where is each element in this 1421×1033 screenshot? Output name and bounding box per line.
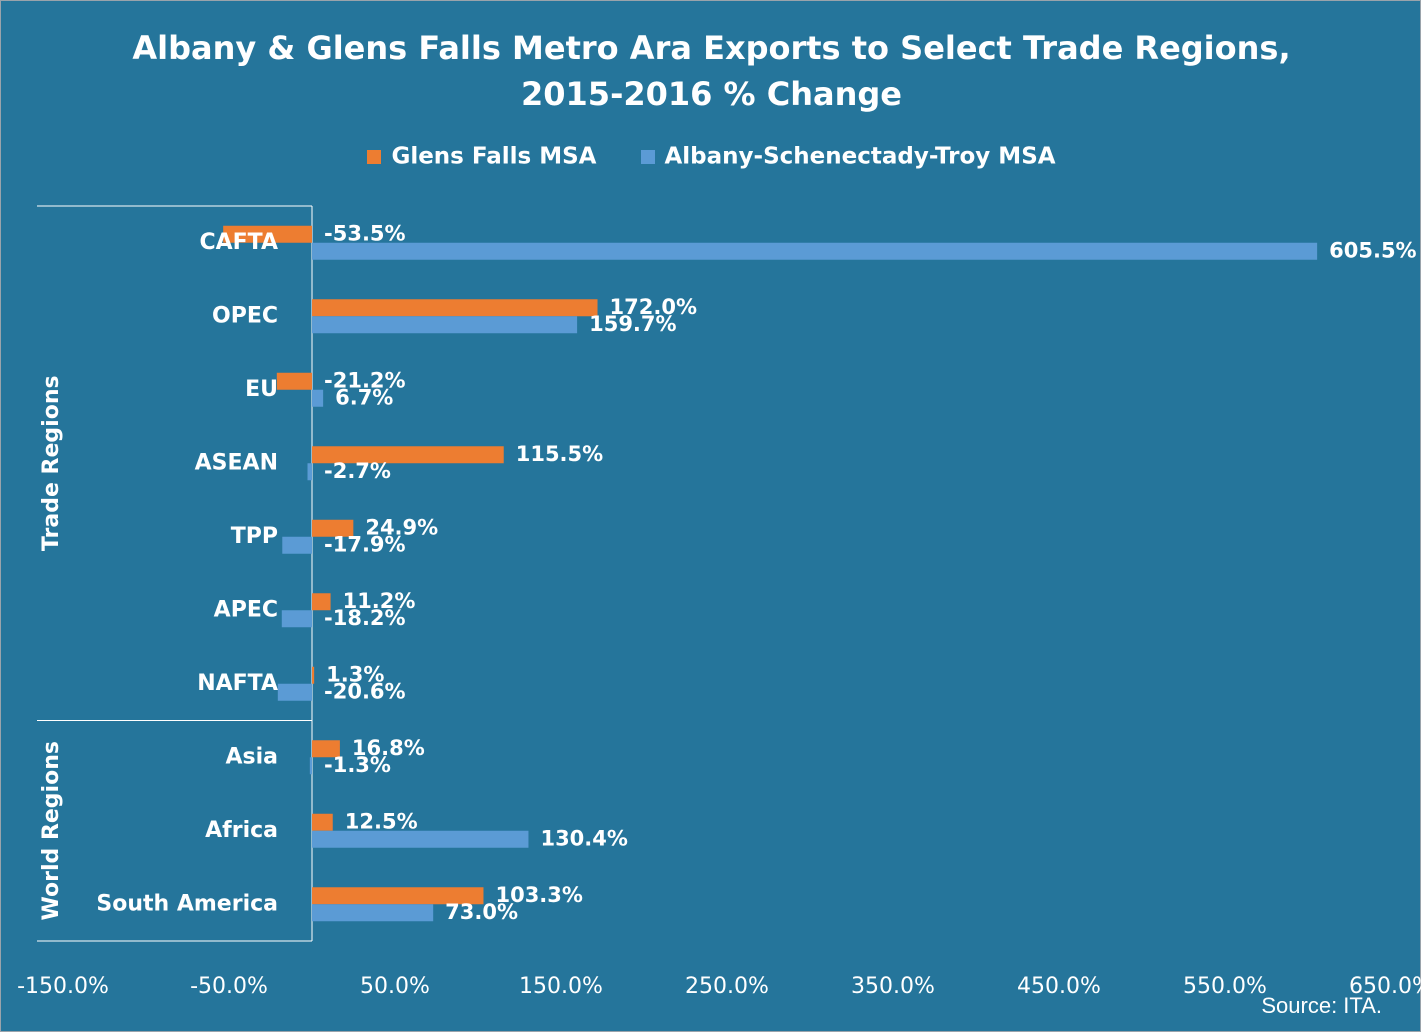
data-label-glens-falls-asia: 16.8% (352, 736, 425, 760)
x-tick-label: 450.0% (1017, 974, 1101, 999)
data-labels-layer: -53.5% 605.5% 172.0%159.7% -21.2%6.7% 115.5%… (324, 221, 1417, 924)
bar-glens-falls-eu (276, 372, 312, 390)
category-label-south-america: South America (96, 891, 278, 916)
legend-label-glens-falls: Glens Falls MSA (391, 143, 597, 170)
legend-entry-glens-falls: Glens Falls MSA (367, 143, 596, 170)
data-label-albany-africa: 130.4% (540, 826, 627, 850)
x-tick-label: 150.0% (519, 974, 603, 999)
bar-albany-south-america (312, 904, 434, 922)
data-label-glens-falls-tpp: 24.9% (365, 515, 438, 539)
group-label-world-regions: World Regions (39, 741, 64, 920)
data-label-albany-asia: -1.3% (324, 753, 391, 777)
bar-albany-asia (309, 757, 312, 775)
bar-glens-falls-africa (312, 813, 333, 831)
category-label-nafta: NAFTA (197, 671, 278, 696)
data-label-glens-falls-cafta: -53.5% (324, 221, 406, 245)
group-labels-layer: Trade Regions World Regions (39, 375, 64, 920)
x-tick-label: 550.0% (1183, 974, 1267, 999)
data-label-albany-tpp: -17.9% (324, 532, 406, 556)
data-label-albany-opec: 159.7% (589, 312, 676, 336)
category-label-asia: Asia (225, 744, 278, 769)
bar-albany-asean (307, 463, 312, 481)
x-axis: -150.0% -50.0% 50.0% 150.0% 250.0% 350.0% 450.… (17, 974, 1421, 999)
data-label-albany-south-america: 73.0% (445, 900, 518, 924)
data-label-glens-falls-africa: 12.5% (345, 809, 418, 833)
data-label-glens-falls-eu: -21.2% (324, 368, 406, 392)
chart-title: Albany & Glens Falls Metro Ara Exports t… (1, 25, 1421, 117)
bar-glens-falls-tpp (312, 519, 354, 537)
bar-glens-falls-cafta (223, 225, 312, 243)
data-label-albany-asean: -2.7% (324, 459, 391, 483)
data-label-albany-apec: -18.2% (324, 606, 406, 630)
bar-albany-tpp (282, 536, 312, 554)
bar-albany-apec (281, 610, 312, 628)
category-label-asean: ASEAN (195, 450, 278, 475)
legend-entry-albany: Albany-Schenectady-Troy MSA (640, 143, 1056, 170)
data-label-glens-falls-opec: 172.0% (610, 295, 697, 319)
group-label-trade-regions: Trade Regions (39, 375, 64, 551)
bar-glens-falls-asean (312, 446, 504, 464)
bar-glens-falls-nafta (312, 666, 315, 684)
data-label-albany-cafta: 605.5% (1329, 238, 1416, 262)
chart-title-line-1: Albany & Glens Falls Metro Ara Exports t… (132, 29, 1291, 67)
legend-swatch-glens-falls (367, 149, 382, 164)
bar-glens-falls-apec (312, 593, 331, 611)
x-tick-label: -150.0% (17, 974, 109, 999)
bar-glens-falls-south-america (312, 887, 484, 905)
bar-albany-opec (312, 316, 578, 334)
data-label-glens-falls-nafta: 1.3% (326, 662, 384, 686)
legend-swatch-albany (640, 149, 655, 164)
bars-layer (223, 225, 1318, 922)
bar-albany-cafta (312, 242, 1318, 260)
data-label-glens-falls-asean: 115.5% (516, 442, 603, 466)
category-label-tpp: TPP (231, 524, 278, 549)
bar-albany-africa (312, 830, 529, 848)
category-labels-layer: CAFTA OPEC EU ASEAN TPP APEC NAFTA Asia Africa So… (96, 230, 278, 917)
x-tick-label: 50.0% (360, 974, 430, 999)
x-tick-label: 650.0% (1349, 974, 1421, 999)
bar-albany-nafta (277, 683, 312, 701)
data-label-albany-eu: 6.7% (335, 385, 393, 409)
data-label-albany-nafta: -20.6% (324, 679, 406, 703)
x-tick-label: 350.0% (851, 974, 935, 999)
category-label-africa: Africa (205, 818, 278, 843)
category-label-cafta: CAFTA (199, 230, 278, 255)
x-tick-label: -50.0% (190, 974, 268, 999)
bar-glens-falls-opec (312, 299, 598, 317)
category-label-apec: APEC (214, 597, 278, 622)
category-label-eu: EU (245, 377, 278, 402)
bar-albany-eu (312, 389, 324, 407)
legend-label-albany: Albany-Schenectady-Troy MSA (664, 143, 1056, 170)
legend: Glens Falls MSA Albany-Schenectady-Troy … (1, 143, 1421, 170)
source-note: Source: ITA. (1261, 993, 1382, 1018)
bar-glens-falls-asia (312, 740, 340, 758)
data-label-glens-falls-south-america: 103.3% (495, 883, 582, 907)
data-label-glens-falls-apec: 11.2% (343, 589, 416, 613)
chart-title-line-2: 2015-2016 % Change (521, 75, 902, 113)
x-tick-label: 250.0% (685, 974, 769, 999)
category-label-opec: OPEC (212, 303, 278, 328)
